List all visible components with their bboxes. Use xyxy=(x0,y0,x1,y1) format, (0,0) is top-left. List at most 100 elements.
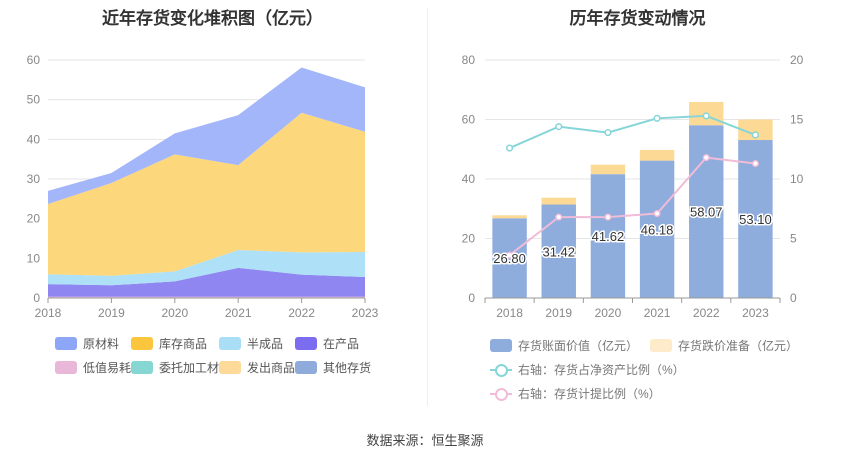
data-source: 数据来源：恒生聚源 xyxy=(366,433,484,448)
x-tick-label: 2023 xyxy=(352,306,379,320)
bar-provision xyxy=(639,149,675,161)
legend-label: 其他存货 xyxy=(323,361,372,375)
line-point xyxy=(702,154,710,162)
line-point xyxy=(653,209,661,218)
y-tick-label: 60 xyxy=(462,113,476,127)
x-tick-label: 2020 xyxy=(161,306,188,320)
y-tick-label: 20 xyxy=(462,232,476,246)
legend-swatch xyxy=(490,387,512,401)
y2-tick-label: 20 xyxy=(790,53,804,67)
legend-label: 半成品 xyxy=(247,337,284,351)
bar-data-label: 58.07 xyxy=(690,205,723,220)
y2-tick-label: 10 xyxy=(790,172,804,186)
bar-book-value xyxy=(639,160,675,298)
bar-provision xyxy=(492,215,527,219)
y2-tick-label: 0 xyxy=(790,291,797,305)
area-库存商品 xyxy=(48,112,365,276)
legend-swatch xyxy=(219,361,241,374)
legend-swatch xyxy=(490,363,512,377)
legend-item[interactable]: 其他存货 xyxy=(295,359,371,376)
legend-item[interactable]: 原材料 xyxy=(55,335,119,352)
bar-data-label: 31.42 xyxy=(542,244,575,259)
line-右轴：存货占净资产比例（%） xyxy=(509,114,756,149)
line-point xyxy=(604,213,612,221)
legend-label: 库存商品 xyxy=(159,337,208,351)
line-point xyxy=(555,123,563,131)
y-tick-label: 40 xyxy=(27,132,41,146)
left-chart-title: 近年存货变化堆积图（亿元） xyxy=(102,9,323,28)
legend-swatch xyxy=(55,337,77,350)
legend-swatch xyxy=(650,339,672,352)
bar-data-label: 53.10 xyxy=(739,212,772,227)
legend-label: 右轴：存货计提比例（%） xyxy=(518,387,661,401)
y-tick-label: 80 xyxy=(462,53,476,67)
legend-swatch xyxy=(55,361,77,374)
line-point xyxy=(604,129,612,137)
legend-item[interactable]: 委托加工材料 xyxy=(131,359,231,376)
bar-data-label: 41.62 xyxy=(592,229,625,244)
legend-item[interactable]: 右轴：存货计提比例（%） xyxy=(490,385,661,402)
y-tick-label: 0 xyxy=(33,291,40,305)
area-半成品 xyxy=(48,250,365,286)
bar-provision xyxy=(738,119,773,141)
line-右轴：存货计提比例（%） xyxy=(508,156,756,256)
legend-item[interactable]: 右轴：存货占净资产比例（%） xyxy=(490,361,685,378)
legend-label: 存货账面价值（亿元） xyxy=(518,339,639,353)
legend-label: 右轴：存货占净资产比例（%） xyxy=(518,363,685,377)
area-原材料 xyxy=(48,67,365,204)
line-point xyxy=(506,144,514,152)
legend-item[interactable]: 发出商品 xyxy=(219,359,295,376)
line-point xyxy=(555,213,563,221)
y-tick-label: 50 xyxy=(27,93,41,107)
x-tick-label: 2020 xyxy=(595,306,622,320)
x-tick-label: 2019 xyxy=(545,306,572,320)
legend-swatch xyxy=(295,361,317,374)
legend-swatch xyxy=(295,337,317,350)
legend-item[interactable]: 存货跌价准备（亿元） xyxy=(650,337,798,354)
legend-swatch xyxy=(490,339,512,352)
right-legend: 存货账面价值（亿元） 存货跌价准备（亿元） 右轴：存货占净资产比例（%） 右轴：存货计… xyxy=(425,0,850,410)
line-point xyxy=(506,251,514,259)
legend-item[interactable]: 存货账面价值（亿元） xyxy=(490,337,638,354)
x-tick-label: 2021 xyxy=(644,306,671,320)
x-tick-label: 2019 xyxy=(98,306,125,320)
legend-label: 存货跌价准备（亿元） xyxy=(678,339,799,353)
legend-label: 原材料 xyxy=(83,337,120,351)
legend-swatch xyxy=(219,337,241,350)
legend-item[interactable]: 在产品 xyxy=(295,335,359,352)
stacked-area-chart: 0 10 20 30 40 50 60 2018 2019 2020 2021 2022 2023 xyxy=(27,53,379,320)
bar-book-value xyxy=(590,174,626,298)
y-tick-label: 20 xyxy=(27,212,41,226)
legend-label: 发出商品 xyxy=(247,361,296,375)
line-point xyxy=(653,114,661,122)
line-point xyxy=(751,131,759,139)
legend-swatch xyxy=(131,361,153,374)
y-tick-label: 30 xyxy=(27,172,41,186)
legend-item[interactable]: 库存商品 xyxy=(131,335,207,352)
y2-tick-label: 15 xyxy=(790,113,804,127)
x-tick-label: 2021 xyxy=(225,306,252,320)
y-tick-label: 10 xyxy=(27,251,41,265)
x-tick-label: 2023 xyxy=(742,306,769,320)
y-tick-label: 60 xyxy=(27,53,41,67)
panel-divider xyxy=(427,8,428,406)
x-tick-label: 2022 xyxy=(288,306,315,320)
inventory-bar-chart: 0 20 40 60 80 0 5 10 15 20 2018 2019 2020 2021 2022 202… xyxy=(462,53,804,320)
bar-provision xyxy=(590,164,626,175)
y2-tick-label: 5 xyxy=(790,232,797,246)
legend-item[interactable]: 半成品 xyxy=(219,335,283,352)
bar-provision xyxy=(541,197,576,205)
legend-label: 委托加工材料 xyxy=(159,361,232,375)
legend-item[interactable]: 低值易耗品 xyxy=(55,359,143,376)
bar-data-label: 46.18 xyxy=(641,222,674,237)
legend-swatch xyxy=(131,337,153,350)
bar-data-label: 26.80 xyxy=(493,251,526,266)
line-point xyxy=(702,112,710,120)
area-在产品 xyxy=(48,267,365,297)
right-chart-title: 历年存货变动情况 xyxy=(569,9,706,28)
legend-label: 低值易耗品 xyxy=(83,361,144,375)
x-tick-label: 2018 xyxy=(35,306,62,320)
y-tick-label: 0 xyxy=(468,291,475,305)
y-tick-label: 40 xyxy=(462,172,476,186)
x-tick-label: 2018 xyxy=(496,306,523,320)
